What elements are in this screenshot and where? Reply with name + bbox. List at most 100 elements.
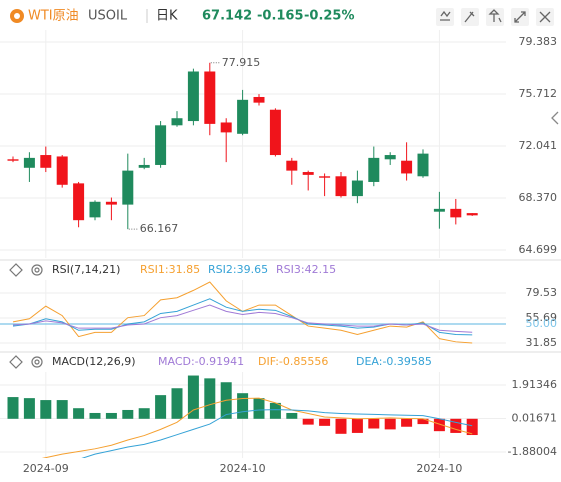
candle-body: [450, 208, 462, 218]
rsi-title: RSI(7,14,21): [52, 263, 120, 276]
histogram-bar: [466, 418, 478, 436]
histogram-bar: [171, 388, 183, 419]
candle-body: [220, 122, 232, 133]
x-tick-label: 2024-10: [220, 462, 266, 475]
tool-icon: [464, 11, 475, 23]
tool-icon: [440, 10, 451, 21]
y-tick-label: 55.69: [526, 311, 558, 324]
macd-title: MACD(12,26,9): [52, 355, 136, 368]
histogram-bar: [351, 418, 363, 433]
candle-body: [89, 201, 101, 218]
candle-body: [417, 153, 429, 177]
plot-area: [7, 62, 478, 230]
indicator-line: [12, 304, 473, 333]
histogram-bar: [23, 398, 35, 419]
annotation: 77.915: [222, 56, 260, 69]
tool-icon: [514, 11, 526, 23]
candle-body: [105, 201, 117, 205]
candle-body: [351, 180, 363, 197]
tool-button[interactable]: [486, 8, 504, 26]
plot-area: [0, 281, 506, 344]
histogram-bar: [204, 378, 216, 419]
histogram-bar: [286, 412, 298, 419]
candle-body: [155, 125, 167, 165]
candle-body: [138, 164, 150, 168]
tool-button[interactable]: [461, 8, 479, 26]
candle-body: [302, 172, 314, 175]
x-tick-label: 2024-09: [23, 462, 69, 475]
y-tick-label: 64.699: [519, 243, 558, 256]
y-tick-label: 31.85: [526, 336, 558, 349]
candle-body: [237, 99, 249, 134]
y-tick-label: 0.01671: [512, 412, 558, 425]
histogram-bar: [155, 395, 167, 419]
histogram-bar: [302, 418, 314, 425]
instrument-symbol: USOIL: [88, 9, 128, 24]
y-tick-label: 50.00: [526, 317, 558, 330]
toolbar: [436, 8, 554, 26]
histogram-bar: [237, 393, 249, 419]
macd-icons: [9, 355, 43, 369]
candle-body: [269, 109, 281, 156]
histogram-bar: [253, 398, 265, 419]
period: 日K: [156, 9, 178, 24]
histogram-bar: [40, 400, 52, 419]
annotation: 66.167: [140, 222, 179, 235]
histogram-bar: [187, 375, 199, 419]
candle-body: [384, 155, 396, 160]
tool-button[interactable]: [436, 8, 454, 26]
legend-entry: MACD:-0.91941: [158, 355, 244, 368]
candle-body: [56, 156, 68, 185]
histogram-bar: [450, 418, 462, 433]
y-tick-label: 72.041: [519, 139, 558, 152]
y-tick-label: 1.91346: [512, 378, 558, 391]
candle-body: [253, 96, 265, 103]
candle-body: [286, 160, 298, 171]
settings-icon[interactable]: [31, 356, 43, 368]
histogram-bar: [138, 408, 150, 419]
y-tick-label: 79.383: [519, 35, 558, 48]
candle-body: [122, 170, 134, 205]
histogram-bar: [417, 418, 429, 425]
tool-icon: [539, 11, 551, 23]
indicator-line: [41, 397, 473, 458]
settings-icon[interactable]: [31, 264, 43, 276]
candle-body: [23, 157, 35, 168]
collapse-arrow[interactable]: [551, 111, 559, 125]
candle-body: [171, 118, 183, 126]
logo-dot: [14, 13, 20, 19]
candle-body: [187, 71, 199, 122]
instrument-name: WTI原油: [28, 9, 79, 24]
candle-body: [319, 176, 331, 178]
change: -0.165: [257, 9, 304, 24]
y-tick-label: -1.88004: [508, 445, 557, 458]
candle-body: [433, 208, 445, 212]
histogram-bar: [335, 418, 347, 434]
candle-body: [73, 183, 85, 221]
rsi-icons: [9, 263, 43, 277]
candle-body: [7, 159, 19, 161]
histogram-bar: [384, 418, 396, 430]
histogram-bar: [433, 418, 445, 432]
candle-body: [368, 157, 380, 182]
candle-body: [40, 155, 52, 168]
histogram-bar: [401, 418, 413, 427]
y-tick-label: 75.712: [519, 87, 558, 100]
change-pct: -0.25%: [304, 9, 355, 24]
tool-icon: [488, 9, 502, 23]
hide-icon[interactable]: [9, 263, 23, 277]
y-tick-label: 79.53: [526, 286, 558, 299]
legend-entry: RSI2:39.65: [208, 263, 268, 276]
y-tick-label: 68.370: [519, 191, 558, 204]
candle-body: [401, 160, 413, 174]
histogram-bar: [122, 409, 134, 419]
price: 67.142: [202, 9, 252, 24]
candle-body: [466, 213, 478, 216]
hide-icon[interactable]: [9, 355, 23, 369]
histogram-bar: [368, 418, 380, 429]
histogram-bar: [269, 402, 281, 419]
indicator-line: [81, 409, 473, 458]
plot-area: [7, 375, 478, 458]
histogram-bar: [56, 400, 68, 419]
